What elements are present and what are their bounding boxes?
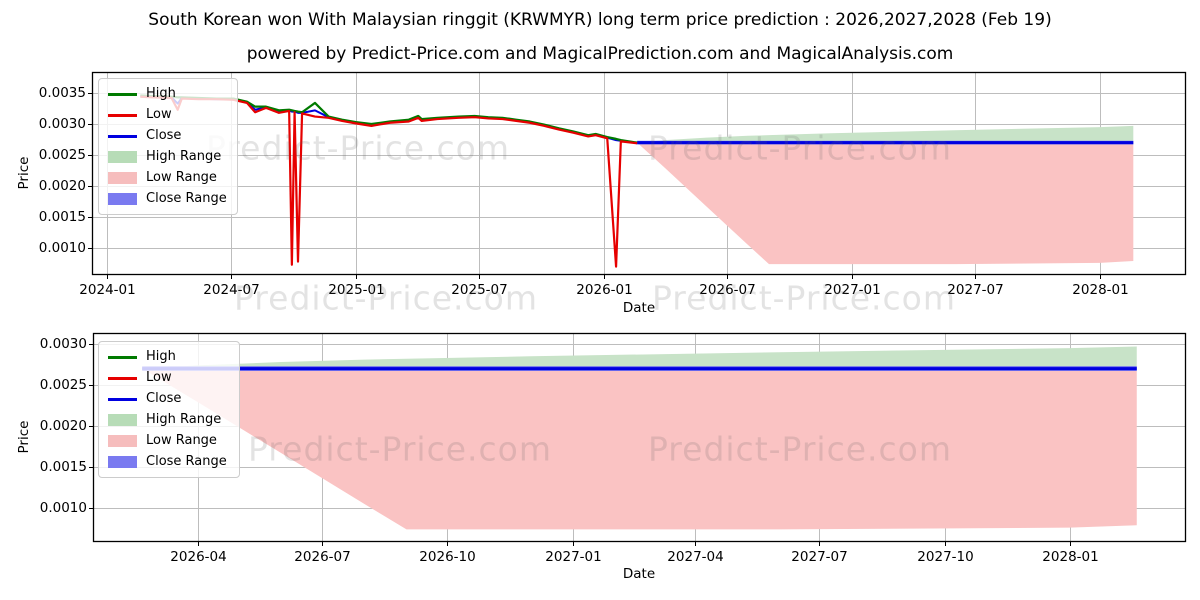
y-tick-label: 0.0020 (38, 177, 86, 194)
x-tick-label: 2024-01 (79, 282, 136, 298)
low-range-band (637, 142, 1134, 265)
legend-line-swatch (108, 113, 137, 117)
chart-title: South Korean won With Malaysian ringgit … (148, 10, 1052, 30)
x-tick-label: 2027-04 (667, 549, 724, 565)
legend-item-high-range: High Range (108, 149, 227, 165)
x-tick-label: 2027-10 (917, 549, 974, 565)
plot-area (88, 71, 1187, 279)
high-range-band (142, 346, 1137, 369)
x-tick-label: 2024-07 (203, 282, 260, 298)
legend-box: High Low Close High Range Low Range Close Ran… (98, 341, 240, 478)
watermark-text: Predict-Price.com (205, 128, 511, 168)
legend-item-low: Low (108, 370, 229, 386)
tick-marks (88, 93, 1101, 279)
legend-line-swatch (108, 397, 137, 401)
legend-item-high-range: High Range (108, 412, 229, 428)
x-tick-label: 2028-01 (1042, 549, 1099, 565)
legend-item-close-range: Close Range (108, 191, 227, 207)
legend-item-label: Close Range (146, 454, 227, 469)
plot-border (92, 332, 1187, 543)
legend-item-label: Low (146, 370, 172, 385)
tick-marks (89, 344, 1071, 546)
legend-item-close: Close (108, 391, 229, 407)
legend-patch-swatch (108, 151, 137, 163)
y-tick-label: 0.0015 (39, 458, 87, 475)
legend-item-label: High (146, 86, 176, 101)
x-tick-label: 2026-07 (294, 549, 351, 565)
legend-item-label: High (146, 349, 176, 364)
legend-line-swatch (108, 355, 137, 359)
x-tick-label: 2026-01 (576, 282, 633, 298)
y-tick-label: 0.0035 (38, 84, 86, 101)
legend-line-swatch (108, 134, 137, 138)
x-tick-label: 2027-01 (824, 282, 881, 298)
watermark-text: Predict-Price.com (647, 429, 953, 469)
x-tick-label: 2027-07 (947, 282, 1004, 298)
legend-item-label: High Range (146, 412, 222, 427)
plot-border (91, 71, 1187, 276)
x-tick-label: 2027-07 (791, 549, 848, 565)
y-tick-label: 0.0020 (39, 417, 87, 434)
legend-item-close-range: Close Range (108, 454, 229, 470)
legend-item-close: Close (108, 128, 227, 144)
legend-item-label: Low Range (146, 433, 217, 448)
x-axis-label: Date (622, 566, 656, 582)
legend-patch-swatch (108, 193, 137, 205)
legend-item-label: Low (146, 107, 172, 122)
watermark-text: Predict-Price.com (647, 128, 953, 168)
legend-line-swatch (108, 376, 137, 380)
y-tick-label: 0.0010 (38, 239, 86, 256)
x-tick-label: 2025-07 (451, 282, 508, 298)
legend-line-swatch (108, 92, 137, 96)
y-tick-label: 0.0015 (38, 208, 86, 225)
legend-item-label: Close Range (146, 191, 227, 206)
y-tick-label: 0.0030 (39, 335, 87, 352)
x-tick-label: 2026-04 (170, 549, 227, 565)
legend-item-label: Low Range (146, 170, 217, 185)
x-tick-label: 2026-07 (699, 282, 756, 298)
chart-subtitle: powered by Predict-Price.com and Magical… (246, 44, 954, 64)
y-tick-label: 0.0025 (39, 376, 87, 393)
legend-item-label: Close (146, 391, 182, 406)
x-tick-label: 2025-01 (328, 282, 385, 298)
y-tick-label: 0.0030 (38, 115, 86, 132)
legend-box: High Low Close High Range Low Range Close Ran… (98, 78, 238, 215)
legend-item-high: High (108, 349, 229, 365)
y-axis-label: Price (16, 156, 32, 190)
legend-patch-swatch (108, 435, 137, 447)
x-tick-label: 2027-01 (545, 549, 602, 565)
watermark-text: Predict-Price.com (233, 278, 539, 318)
legend-patch-swatch (108, 456, 137, 468)
legend-patch-swatch (108, 172, 137, 184)
high-range-band (637, 125, 1134, 143)
watermark-text: Predict-Price.com (651, 278, 957, 318)
legend-item-label: Close (146, 128, 182, 143)
x-axis-label: Date (622, 300, 656, 316)
legend-patch-swatch (108, 414, 137, 426)
legend-item-low: Low (108, 107, 227, 123)
legend-item-low-range: Low Range (108, 170, 227, 186)
legend-item-label: High Range (146, 149, 222, 164)
legend-item-high: High (108, 86, 227, 102)
low-range-band (142, 368, 1137, 530)
x-tick-label: 2026-10 (419, 549, 476, 565)
y-axis-label: Price (16, 420, 32, 454)
watermark-text: Predict-Price.com (247, 429, 553, 469)
plot-area (89, 332, 1187, 546)
y-tick-label: 0.0025 (38, 146, 86, 163)
x-tick-label: 2028-01 (1072, 282, 1129, 298)
legend-item-low-range: Low Range (108, 433, 229, 449)
y-tick-label: 0.0010 (39, 499, 87, 516)
